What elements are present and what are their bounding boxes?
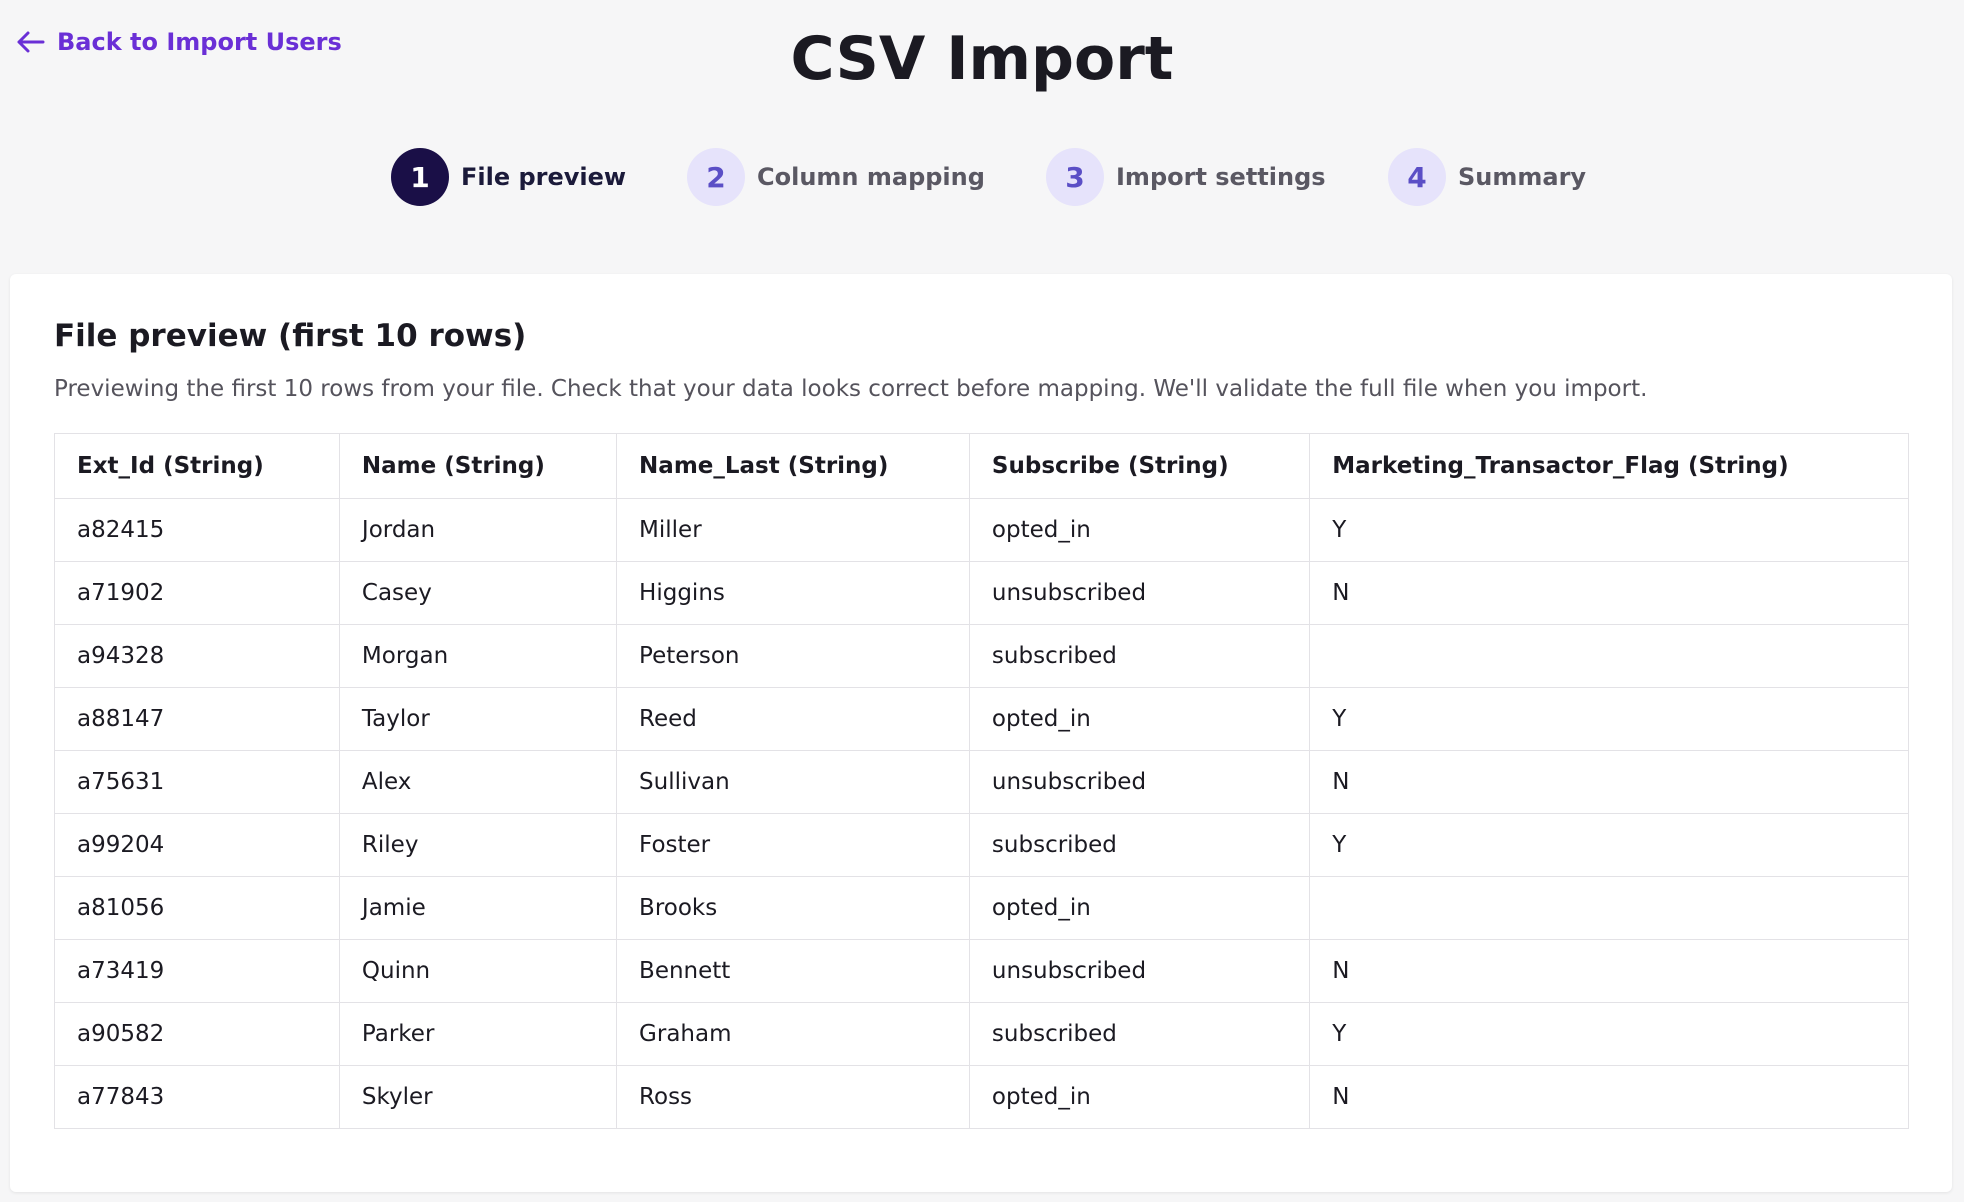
- step: 3 Import settings: [1046, 148, 1326, 206]
- table-cell: Y: [1309, 813, 1909, 877]
- table-cell: opted_in: [968, 498, 1311, 562]
- table-cell: Quinn: [338, 939, 618, 1003]
- back-link[interactable]: Back to Import Users: [15, 28, 342, 56]
- table-cell: unsubscribed: [968, 939, 1311, 1003]
- table-cell: Riley: [338, 813, 618, 877]
- table-cell: a81056: [54, 876, 340, 940]
- page-title: CSV Import: [790, 24, 1174, 94]
- table-row: a94328 Morgan Peterson subscribed: [54, 624, 1909, 688]
- table-cell: Jordan: [338, 498, 618, 562]
- table-cell: Morgan: [338, 624, 618, 688]
- table-cell: Skyler: [338, 1065, 618, 1129]
- table-cell: Brooks: [616, 876, 970, 940]
- step-number: 2: [687, 148, 745, 206]
- table-cell: N: [1309, 561, 1909, 625]
- step-number: 1: [391, 148, 449, 206]
- table-cell: unsubscribed: [968, 750, 1311, 814]
- table-cell: N: [1309, 750, 1909, 814]
- back-arrow-icon: [17, 31, 45, 53]
- table-cell: N: [1309, 939, 1909, 1003]
- table-cell: subscribed: [968, 624, 1311, 688]
- table-row: a82415 Jordan Miller opted_in Y: [54, 498, 1909, 562]
- table-cell: opted_in: [968, 1065, 1311, 1129]
- table-cell: a75631: [54, 750, 340, 814]
- card-title: File preview (first 10 rows): [54, 318, 527, 354]
- step-label: Summary: [1458, 163, 1587, 191]
- table-cell: Y: [1309, 687, 1909, 751]
- table-row: a99204 Riley Foster subscribed Y: [54, 813, 1909, 877]
- preview-table: Ext_Id (String) Name (String) Name_Last (S…: [54, 433, 1909, 1129]
- table-row: a88147 Taylor Reed opted_in Y: [54, 687, 1909, 751]
- table-cell: opted_in: [968, 876, 1311, 940]
- table-row: a81056 Jamie Brooks opted_in: [54, 876, 1909, 940]
- table-cell: Y: [1309, 1002, 1909, 1066]
- table-cell: Taylor: [338, 687, 618, 751]
- step-label: File preview: [461, 163, 627, 191]
- table-cell: Parker: [338, 1002, 618, 1066]
- table-cell: Peterson: [616, 624, 970, 688]
- step: 4 Summary: [1388, 148, 1586, 206]
- table-cell: a73419: [54, 939, 340, 1003]
- step-number: 4: [1388, 148, 1446, 206]
- table-cell: Bennett: [616, 939, 970, 1003]
- column-header: Name (String): [338, 433, 618, 499]
- table-cell: [1309, 876, 1909, 940]
- column-header: Subscribe (String): [968, 433, 1311, 499]
- table-cell: Casey: [338, 561, 618, 625]
- table-cell: subscribed: [968, 1002, 1311, 1066]
- table-cell: unsubscribed: [968, 561, 1311, 625]
- column-header: Marketing_Transactor_Flag (String): [1309, 433, 1909, 499]
- table-cell: a77843: [54, 1065, 340, 1129]
- stepper: 1 File preview 2 Column mapping 3 Import sett…: [0, 148, 1964, 206]
- table-cell: a82415: [54, 498, 340, 562]
- table-cell: [1309, 624, 1909, 688]
- table-cell: Graham: [616, 1002, 970, 1066]
- table-cell: Alex: [338, 750, 618, 814]
- table-cell: Sullivan: [616, 750, 970, 814]
- card-description: Previewing the first 10 rows from your f…: [54, 376, 1648, 402]
- table-cell: Ross: [616, 1065, 970, 1129]
- table-cell: Reed: [616, 687, 970, 751]
- table-cell: Miller: [616, 498, 970, 562]
- table-cell: Higgins: [616, 561, 970, 625]
- step-number: 3: [1046, 148, 1104, 206]
- table-cell: a90582: [54, 1002, 340, 1066]
- column-header: Name_Last (String): [616, 433, 970, 499]
- step-label: Column mapping: [757, 163, 985, 191]
- step: 2 Column mapping: [687, 148, 985, 206]
- step: 1 File preview: [391, 148, 626, 206]
- back-link-text: Back to Import Users: [57, 28, 342, 56]
- table-cell: subscribed: [968, 813, 1311, 877]
- header-row: Ext_Id (String) Name (String) Name_Last (S…: [54, 433, 1909, 499]
- table-row: a71902 Casey Higgins unsubscribed N: [54, 561, 1909, 625]
- table-row: a77843 Skyler Ross opted_in N: [54, 1065, 1909, 1129]
- table-cell: Y: [1309, 498, 1909, 562]
- table-cell: opted_in: [968, 687, 1311, 751]
- preview-card: File preview (first 10 rows) Previewing …: [10, 274, 1952, 1192]
- table-cell: a94328: [54, 624, 340, 688]
- table-row: a73419 Quinn Bennett unsubscribed N: [54, 939, 1909, 1003]
- column-header: Ext_Id (String): [54, 433, 340, 499]
- table-cell: a71902: [54, 561, 340, 625]
- table-head: Ext_Id (String) Name (String) Name_Last (S…: [54, 433, 1909, 499]
- table-row: a90582 Parker Graham subscribed Y: [54, 1002, 1909, 1066]
- table-cell: Jamie: [338, 876, 618, 940]
- step-label: Import settings: [1116, 163, 1326, 191]
- table-cell: Foster: [616, 813, 970, 877]
- table-cell: a88147: [54, 687, 340, 751]
- table-row: a75631 Alex Sullivan unsubscribed N: [54, 750, 1909, 814]
- table-cell: N: [1309, 1065, 1909, 1129]
- table-cell: a99204: [54, 813, 340, 877]
